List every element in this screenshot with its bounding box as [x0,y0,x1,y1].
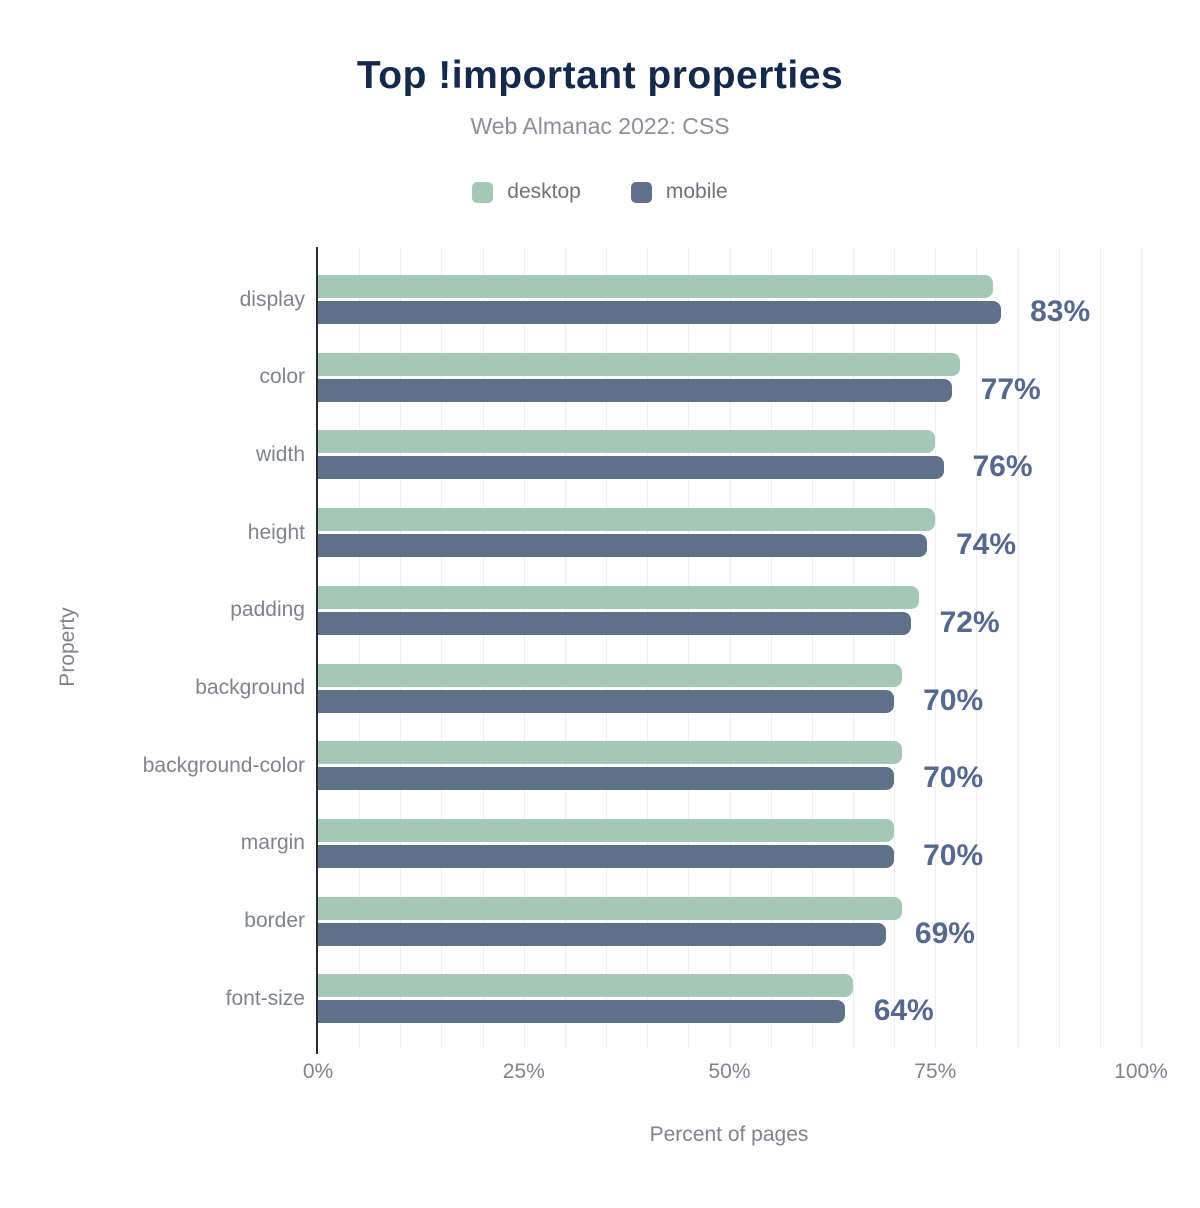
legend-item-mobile[interactable]: mobile [630,180,728,204]
x-axis-title: Percent of pages [649,1123,809,1146]
bar-mobile-display [318,301,1002,324]
bar-mobile-color [318,378,952,402]
bar-mobile-border [318,922,886,946]
value-label-color: 77% [980,372,1041,406]
bar-desktop-display [318,275,993,298]
gridline [935,247,937,1048]
category-label-padding: padding [230,598,305,622]
gridline [688,247,690,1048]
bar-mobile-margin [318,844,895,868]
x-tick-75: 75% [914,1060,957,1083]
value-label-width: 76% [972,450,1033,484]
category-label-color: color [259,365,305,389]
mobile-swatch-icon [630,181,652,203]
gridline [564,247,566,1048]
y-axis-line [316,247,318,1054]
bar-desktop-width [318,430,936,454]
x-tick-50: 50% [708,1060,751,1083]
gridline [359,247,361,1048]
gridline [976,247,978,1048]
legend-label-desktop: desktop [507,180,581,203]
category-label-width: width [255,442,305,466]
chart-title: Top !important properties [356,54,844,97]
value-label-background-color: 70% [923,761,984,795]
gridline [647,247,649,1048]
legend: desktop mobile [0,180,1200,204]
gridline [606,247,608,1048]
bar-mobile-font-size [318,1000,845,1024]
bar-desktop-background [318,663,903,687]
bar-mobile-height [318,534,927,558]
legend-label-mobile: mobile [665,180,728,203]
category-label-background: background [195,676,305,699]
category-label-font-size: font-size [225,986,305,1010]
y-axis-title: Property [56,607,79,687]
bar-desktop-padding [318,585,919,609]
gridline [1141,247,1142,1048]
value-label-padding: 72% [939,605,1000,639]
gridline [894,247,896,1048]
value-label-background: 70% [923,683,984,717]
gridline [811,247,813,1048]
value-label-margin: 70% [923,838,984,872]
chart-subtitle: Web Almanac 2022: CSS [470,113,730,139]
category-label-margin: margin [240,831,305,855]
gridline [852,247,854,1048]
x-tick-100: 100% [1114,1060,1168,1083]
x-tick-0: 0% [302,1060,334,1083]
category-label-display: display [239,287,305,311]
x-axis-ticks: 0% 25% 50% 75% 100% [0,1060,1200,1090]
gridline [729,247,731,1048]
plot-area: 83% 77% 76% 74% 72% 70% 70% 70% 69% 64% [318,247,1164,1048]
gridline [441,247,443,1048]
bar-mobile-padding [318,611,911,635]
category-label-background-color: background-color [142,753,305,777]
x-tick-25: 25% [502,1060,545,1083]
desktop-swatch-icon [472,181,494,203]
bar-desktop-height [318,508,936,532]
category-label-height: height [247,520,305,544]
bar-mobile-width [318,456,944,480]
y-axis-category-labels: display color width height padding background… [0,247,305,1048]
bar-desktop-margin [318,818,895,842]
value-label-border: 69% [914,916,975,950]
bar-desktop-background-color [318,741,903,765]
value-label-height: 74% [956,528,1017,562]
legend-item-desktop[interactable]: desktop [472,180,581,204]
gridline [1058,247,1060,1048]
gridline [1099,247,1101,1048]
bar-mobile-background [318,689,895,713]
value-label-display: 83% [1030,295,1091,328]
gridline [523,247,525,1048]
bar-desktop-color [318,352,960,376]
bar-desktop-font-size [318,974,853,998]
gridline [1017,247,1019,1048]
gridline [770,247,772,1048]
bar-mobile-background-color [318,767,895,791]
gridline [482,247,484,1048]
value-label-font-size: 64% [873,994,934,1028]
gridline [400,247,402,1048]
category-label-border: border [244,909,305,933]
bar-desktop-border [318,896,903,920]
